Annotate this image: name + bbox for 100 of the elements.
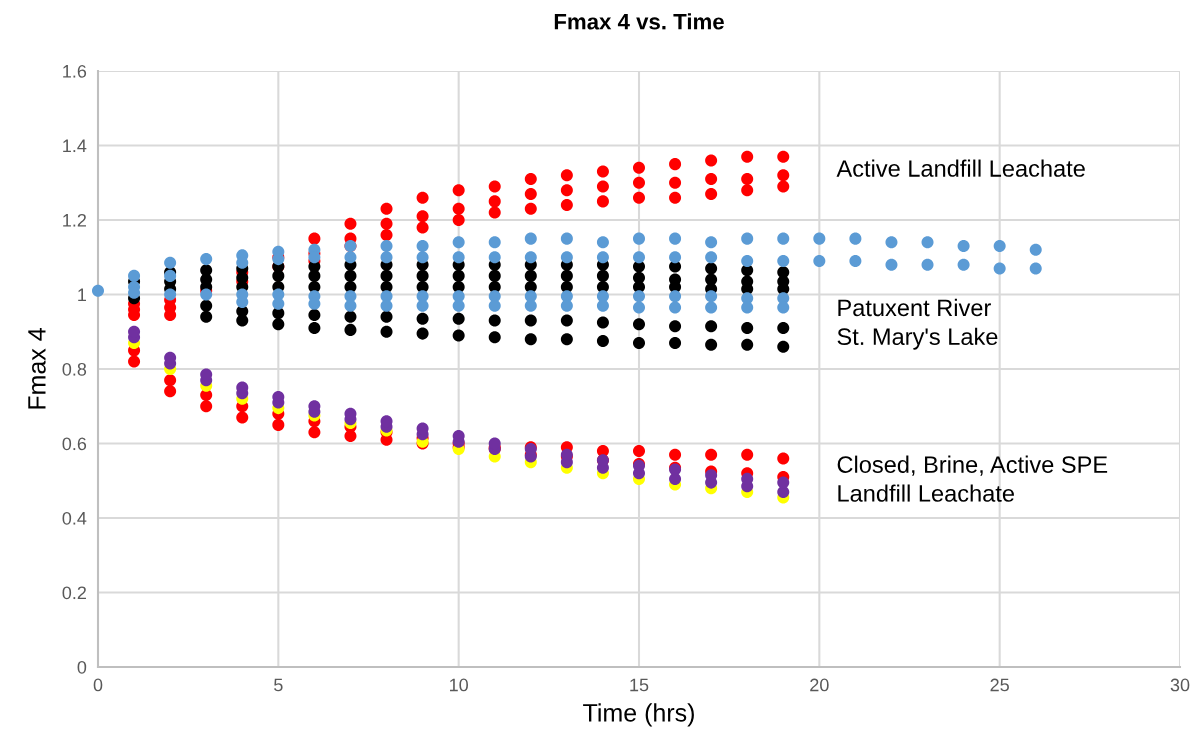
- point: [164, 288, 177, 301]
- point: [200, 299, 213, 312]
- point: [488, 206, 501, 219]
- point: [380, 240, 393, 253]
- point: [669, 290, 682, 303]
- point: [452, 269, 465, 282]
- point: [777, 476, 790, 489]
- point: [560, 333, 573, 346]
- point: [200, 310, 213, 323]
- point: [669, 251, 682, 264]
- point: [741, 184, 754, 197]
- point: [272, 318, 285, 331]
- point: [91, 284, 105, 297]
- y-tick-label: 0.2: [62, 586, 86, 600]
- point: [416, 240, 429, 253]
- annotation: Closed, Brine, Active SPE Landfill Leachate: [837, 455, 1108, 502]
- point: [344, 269, 357, 282]
- point: [380, 228, 393, 241]
- point: [452, 202, 465, 215]
- point: [452, 236, 465, 249]
- point: [669, 158, 682, 171]
- point: [632, 191, 646, 204]
- point: [885, 258, 898, 271]
- point: [524, 333, 537, 346]
- point: [416, 327, 429, 340]
- point: [524, 232, 537, 245]
- point: [741, 232, 754, 245]
- y-tick-label: 1.4: [63, 139, 87, 153]
- x-tick-label: 0: [93, 678, 103, 692]
- point: [452, 184, 465, 197]
- point: [452, 312, 465, 325]
- point: [200, 253, 213, 266]
- point: [596, 335, 609, 348]
- point: [741, 338, 754, 351]
- point: [669, 448, 682, 461]
- point: [416, 251, 429, 264]
- point: [380, 251, 393, 264]
- y-tick-label: 0.8: [62, 362, 87, 376]
- point: [200, 288, 213, 301]
- y-tick-label: 1: [78, 288, 87, 302]
- point: [596, 165, 609, 178]
- x-tick-label: 15: [630, 678, 649, 692]
- point: [632, 161, 646, 174]
- point: [596, 195, 609, 208]
- point: [632, 232, 646, 245]
- point: [777, 301, 790, 314]
- point: [272, 418, 285, 431]
- point: [560, 314, 573, 327]
- annotation: Active Landfill Leachate: [836, 159, 1085, 177]
- point: [741, 448, 754, 461]
- point: [777, 254, 790, 267]
- point: [705, 320, 718, 333]
- point: [560, 184, 573, 197]
- point: [596, 269, 609, 282]
- point: [488, 331, 501, 344]
- point: [524, 202, 537, 215]
- point: [344, 323, 357, 336]
- point: [308, 232, 321, 245]
- point: [416, 312, 429, 325]
- point: [777, 340, 790, 353]
- point: [236, 314, 249, 327]
- point: [957, 258, 970, 271]
- point: [885, 236, 898, 249]
- point: [380, 310, 393, 323]
- chart-title: Fmax 4 vs. Time: [554, 13, 724, 30]
- point: [452, 213, 465, 227]
- point: [632, 444, 646, 457]
- point: [524, 187, 537, 200]
- point: [632, 176, 646, 189]
- point: [669, 191, 682, 204]
- point: [416, 210, 429, 223]
- point: [741, 322, 754, 335]
- annotation: Patuxent River St. Mary's Lake: [837, 298, 998, 350]
- point: [921, 258, 934, 271]
- point: [921, 236, 934, 249]
- y-axis-title: Fmax 4: [28, 328, 46, 409]
- point: [164, 374, 177, 387]
- point: [524, 314, 537, 327]
- point: [705, 187, 718, 200]
- point: [741, 254, 754, 267]
- point: [813, 232, 826, 245]
- point: [380, 202, 393, 215]
- x-tick-label: 10: [450, 678, 468, 692]
- point: [705, 338, 718, 351]
- x-tick-label: 20: [810, 678, 829, 692]
- point: [164, 256, 177, 269]
- point: [669, 320, 682, 333]
- point: [993, 262, 1006, 275]
- point: [957, 240, 970, 253]
- point: [849, 254, 862, 267]
- point: [236, 411, 249, 424]
- point: [308, 426, 321, 439]
- point: [560, 232, 573, 245]
- point: [344, 251, 357, 264]
- point: [560, 199, 573, 212]
- point: [669, 232, 682, 245]
- point: [488, 180, 501, 193]
- point: [596, 180, 609, 193]
- point: [452, 329, 465, 342]
- point: [777, 150, 790, 163]
